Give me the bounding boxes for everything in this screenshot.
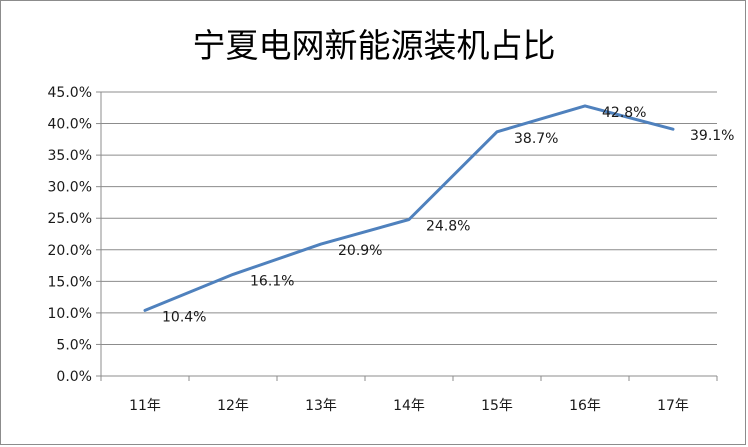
series-line-group	[143, 104, 675, 312]
data-label: 16.1%	[250, 273, 294, 289]
gridlines	[101, 91, 717, 345]
x-tick-label: 13年	[305, 398, 337, 414]
x-tick-label: 12年	[217, 398, 249, 414]
series-line	[143, 104, 675, 312]
x-tick-label: 14年	[393, 398, 425, 414]
y-tick-label: 10.0%	[48, 306, 92, 322]
data-label: 24.8%	[426, 218, 470, 234]
axes	[96, 91, 718, 381]
x-tick-label: 16年	[569, 398, 601, 414]
y-tick-label: 45.0%	[48, 85, 92, 101]
data-labels: 10.4% 16.1% 20.9% 24.8% 38.7% 42.8% 39.1%	[162, 105, 734, 325]
data-label: 10.4%	[162, 309, 206, 325]
y-tick-label: 25.0%	[48, 211, 92, 227]
y-tick-label: 35.0%	[48, 148, 92, 164]
data-label: 42.8%	[602, 105, 646, 121]
data-label: 39.1%	[690, 128, 734, 144]
y-axis-tick-labels: 0.0% 5.0% 10.0% 15.0% 20.0% 25.0% 30.0% 35.0% 40…	[48, 85, 92, 385]
y-tick-label: 5.0%	[56, 337, 92, 353]
data-label: 38.7%	[514, 131, 558, 147]
x-tick-label: 11年	[129, 398, 161, 414]
chart-title: 宁夏电网新能源装机占比	[193, 26, 556, 65]
x-axis-tick-labels: 11年 12年 13年 14年 15年 16年 17年	[129, 398, 689, 414]
y-tick-label: 30.0%	[48, 180, 92, 196]
y-tick-label: 0.0%	[56, 369, 92, 385]
x-tick-label: 15年	[481, 398, 513, 414]
y-tick-label: 15.0%	[48, 274, 92, 290]
y-tick-label: 20.0%	[48, 243, 92, 259]
y-tick-label: 40.0%	[48, 117, 92, 133]
data-label: 20.9%	[338, 243, 382, 259]
x-tick-label: 17年	[657, 398, 689, 414]
